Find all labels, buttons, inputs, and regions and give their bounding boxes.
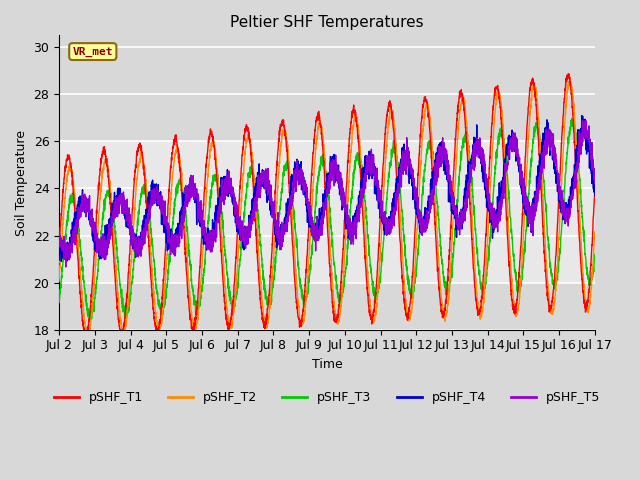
Line: pSHF_T4: pSHF_T4: [59, 116, 595, 261]
pSHF_T2: [566, 74, 574, 80]
pSHF_T4: [116, 192, 124, 197]
pSHF_T5: [62, 264, 70, 270]
pSHF_T1: [591, 186, 598, 192]
pSHF_T1: [564, 71, 572, 76]
pSHF_T5: [116, 191, 124, 197]
Y-axis label: Soil Temperature: Soil Temperature: [15, 130, 28, 236]
pSHF_T2: [261, 317, 269, 323]
pSHF_T3: [523, 216, 531, 221]
pSHF_T4: [580, 123, 588, 129]
pSHF_T3: [284, 160, 292, 166]
pSHF_T5: [580, 132, 588, 138]
Title: Peltier SHF Temperatures: Peltier SHF Temperatures: [230, 15, 424, 30]
pSHF_T1: [116, 329, 124, 335]
Legend: pSHF_T1, pSHF_T2, pSHF_T3, pSHF_T4, pSHF_T5: pSHF_T1, pSHF_T2, pSHF_T3, pSHF_T4, pSHF…: [49, 386, 605, 409]
pSHF_T5: [284, 215, 292, 220]
pSHF_T4: [523, 208, 531, 214]
pSHF_T3: [568, 116, 575, 121]
pSHF_T1: [284, 164, 292, 169]
pSHF_T4: [261, 182, 269, 188]
pSHF_T1: [148, 291, 156, 297]
pSHF_T4: [591, 192, 598, 198]
pSHF_T1: [580, 300, 588, 306]
pSHF_T1: [261, 326, 269, 332]
pSHF_T5: [523, 197, 531, 203]
pSHF_T5: [261, 174, 269, 180]
pSHF_T4: [284, 204, 292, 209]
pSHF_T4: [58, 258, 65, 264]
pSHF_T2: [83, 333, 90, 339]
Line: pSHF_T3: pSHF_T3: [59, 119, 595, 320]
Line: pSHF_T5: pSHF_T5: [59, 120, 595, 267]
pSHF_T2: [55, 278, 63, 284]
pSHF_T5: [148, 201, 156, 206]
pSHF_T3: [580, 245, 588, 251]
X-axis label: Time: Time: [312, 358, 342, 371]
pSHF_T3: [591, 252, 598, 257]
pSHF_T3: [148, 240, 156, 246]
Line: pSHF_T2: pSHF_T2: [59, 77, 595, 336]
pSHF_T2: [148, 274, 156, 280]
pSHF_T4: [55, 232, 63, 238]
Text: VR_met: VR_met: [72, 47, 113, 57]
pSHF_T2: [591, 229, 598, 235]
pSHF_T2: [284, 151, 292, 156]
pSHF_T2: [523, 166, 531, 171]
pSHF_T5: [55, 226, 63, 231]
pSHF_T2: [116, 315, 124, 321]
pSHF_T1: [523, 128, 531, 134]
pSHF_T4: [578, 113, 586, 119]
pSHF_T4: [148, 179, 156, 185]
pSHF_T2: [580, 292, 588, 298]
pSHF_T3: [116, 285, 124, 290]
pSHF_T3: [261, 283, 269, 289]
Line: pSHF_T1: pSHF_T1: [59, 73, 595, 337]
Bar: [59, 141, 595, 283]
pSHF_T3: [86, 317, 94, 323]
pSHF_T5: [591, 178, 598, 184]
pSHF_T3: [55, 300, 63, 305]
pSHF_T1: [81, 335, 89, 340]
pSHF_T5: [579, 118, 586, 123]
pSHF_T1: [55, 243, 63, 249]
